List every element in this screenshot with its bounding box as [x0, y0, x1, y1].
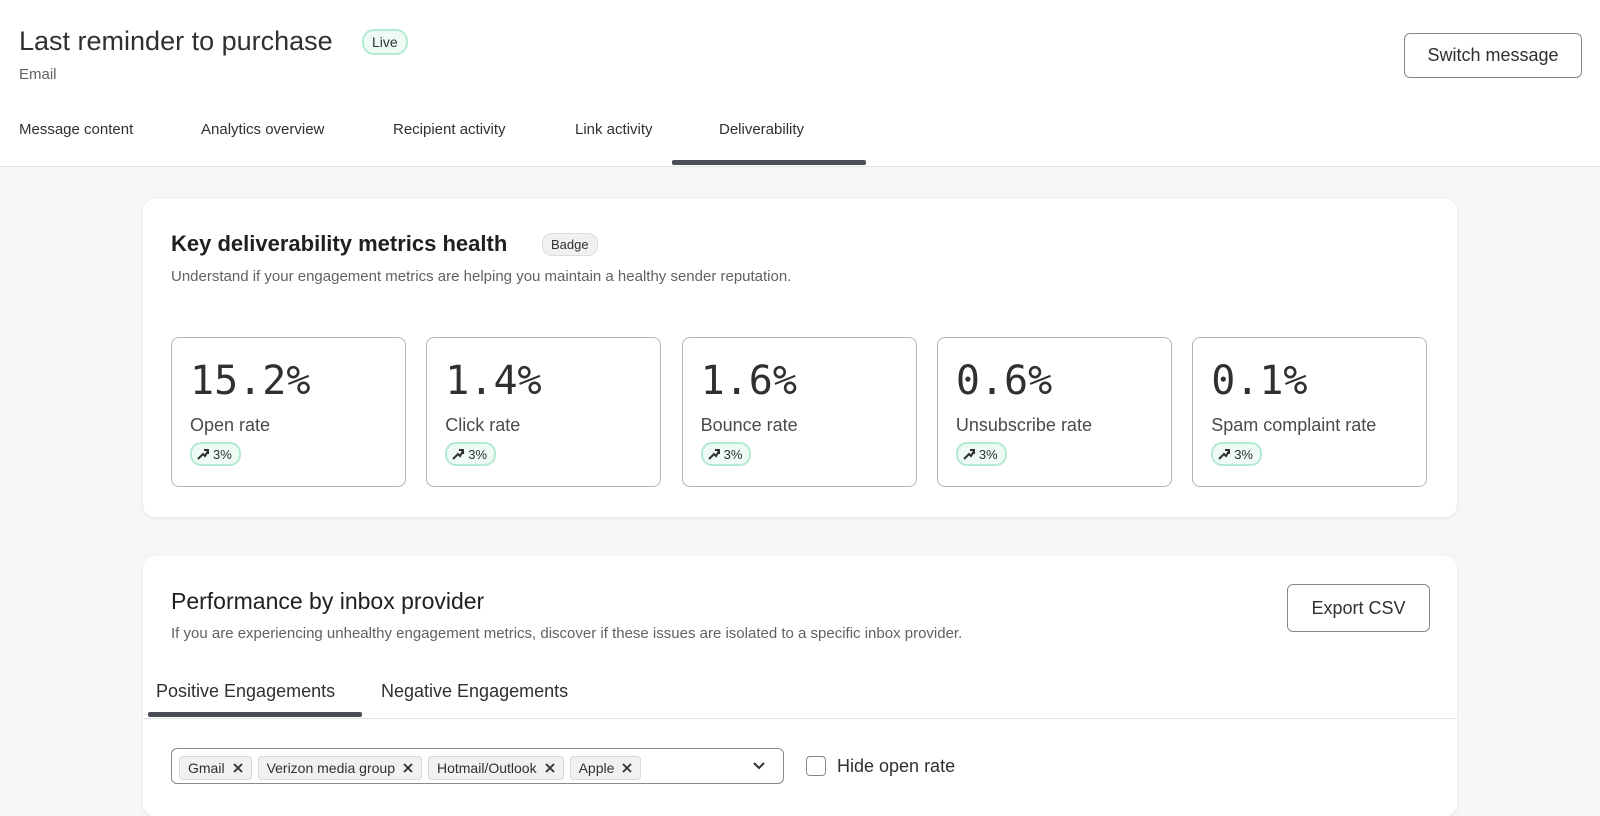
- checkbox[interactable]: [806, 756, 826, 776]
- metric-card: 0.1% Spam complaint rate 3%: [1192, 337, 1428, 487]
- change-badge: 3%: [955, 442, 1007, 466]
- card-description: Understand if your engagement metrics ar…: [171, 268, 792, 285]
- card-title: Key deliverability metrics health: [171, 231, 508, 256]
- tab[interactable]: Message content: [19, 121, 134, 138]
- status-badge: Live: [362, 29, 408, 55]
- divider: [143, 718, 1457, 719]
- tab[interactable]: Recipient activity: [393, 121, 506, 138]
- metric-card: 1.4% Click rate 3%: [426, 337, 662, 487]
- page: Last reminder to purchase Live Email Swi…: [0, 0, 1600, 784]
- change-value: 3%: [978, 446, 998, 462]
- metric-label: Spam complaint rate: [1211, 415, 1377, 435]
- chip-label: Gmail: [188, 760, 225, 776]
- remove-chip[interactable]: [232, 763, 243, 773]
- trend-icon: [197, 449, 209, 460]
- filter-chip: Apple: [569, 756, 642, 780]
- metric-label: Click rate: [445, 415, 521, 435]
- tab[interactable]: Link activity: [575, 121, 653, 138]
- metric-label: Bounce rate: [700, 415, 798, 435]
- header: [0, 0, 1600, 167]
- channel: Email: [19, 66, 57, 83]
- metric-value: 1.4%: [445, 358, 542, 404]
- change-badge: 3%: [1211, 442, 1262, 466]
- metric-card: 0.6% Unsubscribe rate 3%: [936, 337, 1172, 487]
- change-value: 3%: [1234, 446, 1253, 462]
- tab[interactable]: Analytics overview: [201, 121, 325, 138]
- change-value: 3%: [213, 446, 232, 462]
- badge: Badge: [542, 233, 598, 256]
- card-description: If you are experiencing unhealthy engage…: [171, 625, 963, 642]
- trend-icon: [963, 449, 975, 460]
- filter-chip: Hotmail/Outlook: [427, 756, 564, 780]
- metric-value: 1.6%: [700, 358, 797, 404]
- active-tab-indicator: [672, 160, 866, 165]
- subtab[interactable]: Negative Engagements: [381, 681, 569, 701]
- change-value: 3%: [723, 446, 743, 462]
- metric-value: 0.6%: [955, 358, 1053, 404]
- chip-label: Verizon media group: [266, 760, 395, 776]
- metric-label: Unsubscribe rate: [955, 415, 1092, 435]
- subtab[interactable]: Positive Engagements: [156, 681, 336, 701]
- metric-card: 15.2% Open rate 3%: [171, 337, 406, 487]
- metric-value: 15.2%: [190, 358, 311, 404]
- remove-chip[interactable]: [622, 763, 633, 773]
- page-title: Last reminder to purchase: [19, 26, 333, 56]
- change-value: 3%: [468, 446, 488, 462]
- filter-chip: Verizon media group: [257, 756, 422, 780]
- metric-label: Open rate: [190, 415, 271, 435]
- change-badge: 3%: [190, 442, 241, 466]
- metric-card: 1.6% Bounce rate 3%: [681, 337, 917, 487]
- change-badge: 3%: [445, 442, 497, 466]
- dropdown-chevron[interactable]: [751, 758, 767, 774]
- card-title: Performance by inbox provider: [171, 588, 485, 614]
- switch-message-button[interactable]: Switch message: [1404, 33, 1582, 78]
- trend-icon: [707, 449, 720, 460]
- chip-label: Apple: [578, 760, 615, 776]
- remove-chip[interactable]: [403, 763, 413, 773]
- chip-label: Hotmail/Outlook: [436, 760, 537, 776]
- checkbox-label[interactable]: Hide open rate: [837, 756, 956, 776]
- remove-chip[interactable]: [544, 763, 555, 773]
- filter-chip: Gmail: [179, 756, 252, 780]
- export-csv-button[interactable]: Export CSV: [1287, 584, 1430, 632]
- metric-value: 0.1%: [1211, 358, 1308, 404]
- trend-icon: [1218, 449, 1231, 460]
- trend-icon: [452, 449, 465, 460]
- tab[interactable]: Deliverability: [719, 121, 805, 138]
- active-subtab-indicator: [148, 712, 362, 717]
- change-badge: 3%: [700, 442, 752, 466]
